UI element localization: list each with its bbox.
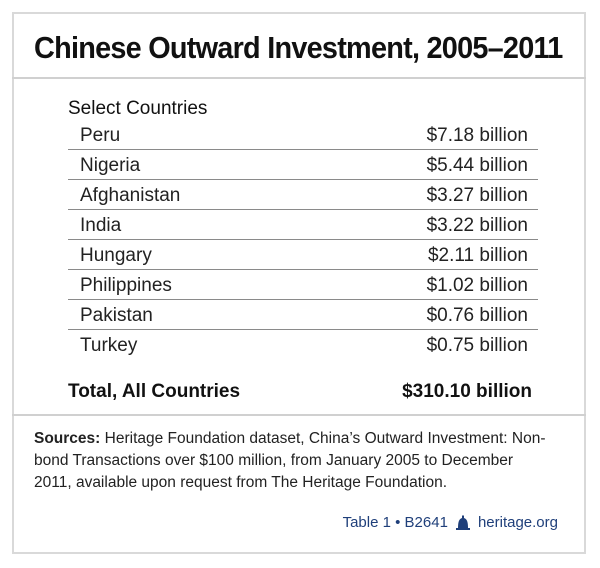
top-divider bbox=[12, 77, 586, 79]
credit-line: Table 1 • B2641 heritage.org bbox=[343, 514, 558, 531]
investment-value: $5.44 billion bbox=[426, 155, 528, 176]
table-row: Pakistan $0.76 billion bbox=[68, 300, 538, 330]
investment-value: $3.22 billion bbox=[426, 215, 528, 236]
liberty-bell-icon bbox=[455, 515, 470, 530]
heritage-link[interactable]: heritage.org bbox=[477, 514, 558, 531]
data-table: Peru $7.18 billion Nigeria $5.44 billion Afg… bbox=[68, 120, 538, 360]
investment-value: $1.02 billion bbox=[426, 275, 528, 296]
total-label: Total, All Countries bbox=[68, 381, 241, 402]
investment-value: $0.75 billion bbox=[426, 335, 528, 356]
country-name: Pakistan bbox=[80, 305, 153, 326]
investment-value: $3.27 billion bbox=[426, 185, 528, 206]
country-name: Turkey bbox=[80, 335, 138, 356]
chart-title: Chinese Outward Investment, 2005–2011 bbox=[34, 30, 563, 65]
country-name: Hungary bbox=[80, 245, 152, 266]
country-name: Peru bbox=[80, 125, 121, 146]
country-name: Nigeria bbox=[80, 155, 141, 176]
table-row: Turkey $0.75 billion bbox=[68, 330, 538, 360]
investment-value: $7.18 billion bbox=[426, 125, 528, 146]
total-value: $310.10 billion bbox=[402, 381, 532, 402]
table-row: India $3.22 billion bbox=[68, 210, 538, 240]
country-name: Afghanistan bbox=[80, 185, 181, 206]
sources-prefix: Sources: bbox=[34, 430, 101, 447]
country-name: Philippines bbox=[80, 275, 172, 296]
sources-note: Sources: Heritage Foundation dataset, Ch… bbox=[34, 428, 554, 494]
country-name: India bbox=[80, 215, 122, 236]
table-row: Hungary $2.11 billion bbox=[68, 240, 538, 270]
table-row: Nigeria $5.44 billion bbox=[68, 150, 538, 180]
investment-value: $0.76 billion bbox=[426, 305, 528, 326]
table-row: Peru $7.18 billion bbox=[68, 120, 538, 150]
table-id: Table 1 • B2641 bbox=[342, 514, 448, 531]
table-row: Philippines $1.02 billion bbox=[68, 270, 538, 300]
figure-frame bbox=[12, 12, 586, 554]
bottom-divider bbox=[12, 414, 586, 416]
column-header: Select Countries bbox=[68, 98, 208, 119]
investment-value: $2.11 billion bbox=[427, 245, 528, 266]
sources-text: Heritage Foundation dataset, China’s Out… bbox=[34, 430, 546, 491]
table-row: Afghanistan $3.27 billion bbox=[68, 180, 538, 210]
